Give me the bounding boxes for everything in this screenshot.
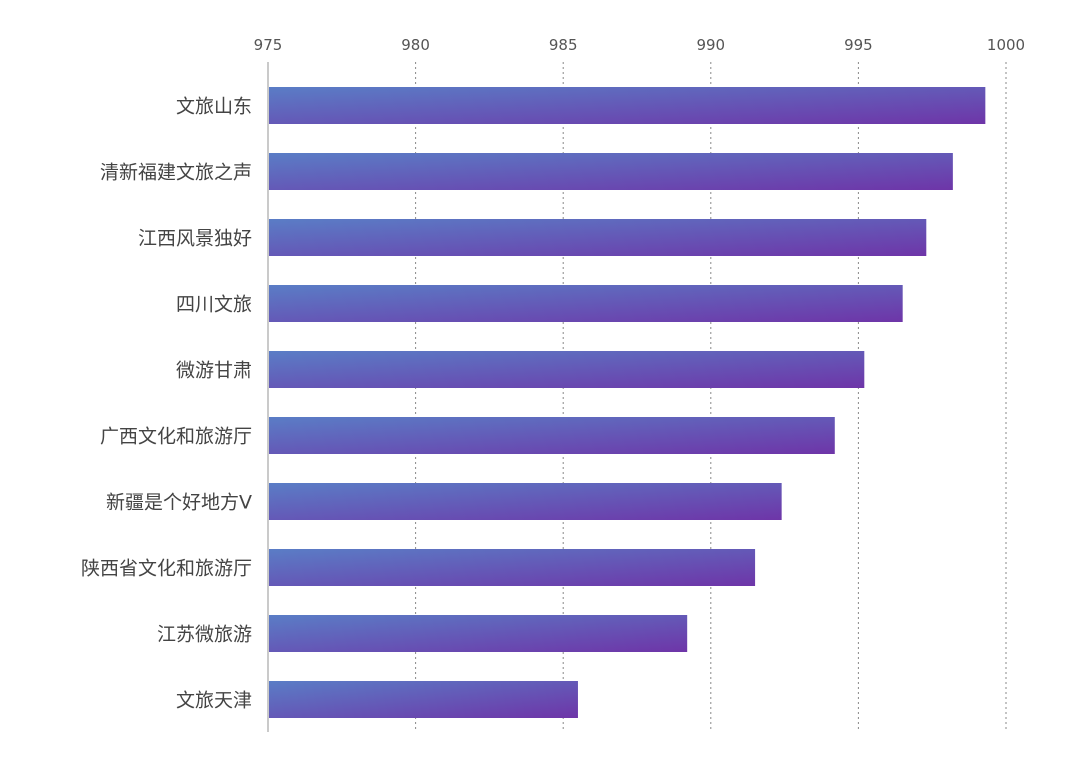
category-label: 文旅山东: [176, 96, 252, 118]
category-labels: 文旅山东清新福建文旅之声江西风景独好四川文旅微游甘肃广西文化和旅游厅新疆是个好地…: [81, 96, 252, 712]
category-label: 文旅天津: [176, 690, 252, 712]
x-tick-label: 990: [696, 36, 725, 54]
bar: [269, 483, 782, 520]
x-tick-label: 995: [844, 36, 873, 54]
bar: [269, 285, 903, 322]
category-label: 陕西省文化和旅游厅: [81, 558, 252, 580]
bar: [269, 219, 927, 256]
x-tick-label: 980: [401, 36, 430, 54]
x-axis-ticks: 975 980 985 990 995 1000: [254, 36, 1025, 54]
bar: [269, 153, 953, 190]
x-tick-label: 975: [254, 36, 283, 54]
category-label: 江苏微旅游: [157, 624, 252, 646]
bars: [269, 87, 986, 718]
category-label: 江西风景独好: [138, 228, 252, 250]
category-label: 新疆是个好地方V: [106, 492, 252, 514]
bar: [269, 417, 835, 454]
category-label: 广西文化和旅游厅: [100, 426, 252, 448]
category-label: 清新福建文旅之声: [100, 162, 252, 184]
category-label: 四川文旅: [176, 294, 252, 316]
category-label: 微游甘肃: [176, 360, 252, 382]
bar: [269, 615, 688, 652]
x-tick-label: 1000: [987, 36, 1025, 54]
bar: [269, 549, 756, 586]
bar: [269, 87, 986, 124]
bar: [269, 681, 578, 718]
x-tick-label: 985: [549, 36, 578, 54]
bar: [269, 351, 865, 388]
